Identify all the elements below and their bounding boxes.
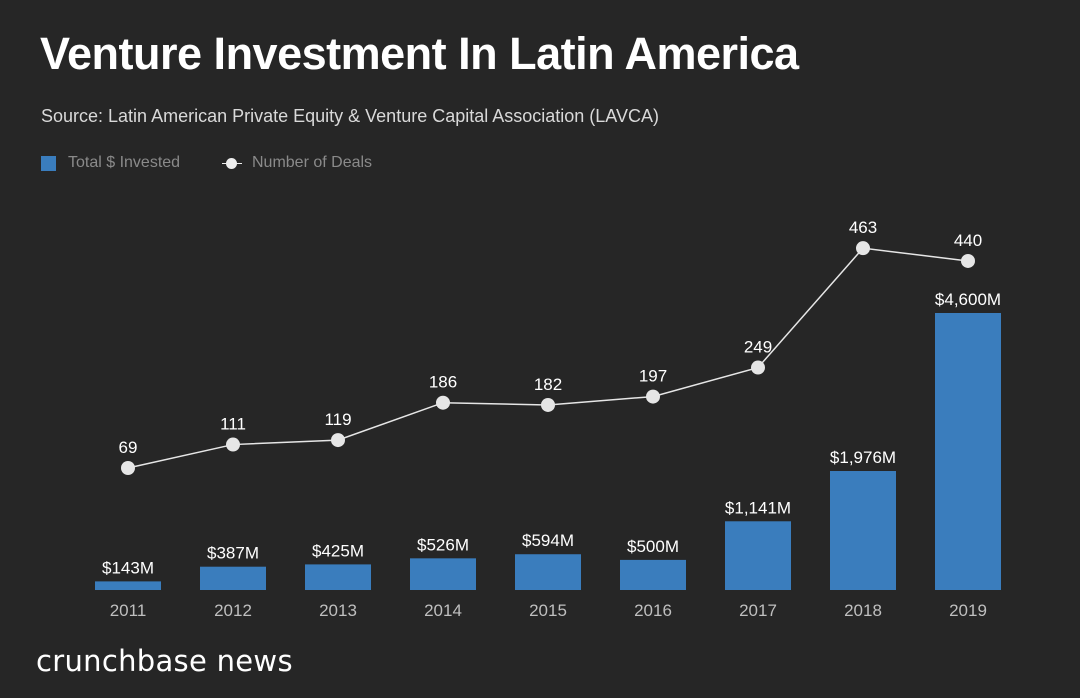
bar-data-label: $1,976M bbox=[830, 448, 896, 467]
bar-data-label: $425M bbox=[312, 541, 364, 560]
legend-bar-swatch bbox=[41, 155, 56, 171]
bar bbox=[935, 313, 1001, 590]
bar-data-label: $1,141M bbox=[725, 498, 791, 517]
deals-data-label: 111 bbox=[220, 415, 246, 434]
deals-data-label: 463 bbox=[849, 218, 877, 237]
deals-point bbox=[436, 395, 450, 410]
deals-data-label: 119 bbox=[324, 410, 351, 429]
x-tick-label: 2012 bbox=[214, 601, 252, 620]
brand-logo: crunchbase news bbox=[36, 644, 293, 678]
deals-point bbox=[646, 389, 660, 404]
deals-line bbox=[127, 247, 969, 469]
deals-data-label: 186 bbox=[429, 373, 457, 392]
deals-data-label: 182 bbox=[534, 375, 562, 394]
bar-data-label: $500M bbox=[627, 537, 679, 556]
legend-item-number-of-deals: Number of Deals bbox=[222, 154, 372, 172]
deals-point bbox=[751, 360, 765, 375]
x-tick-label: 2014 bbox=[424, 601, 462, 620]
bar bbox=[305, 564, 371, 590]
bar bbox=[410, 558, 476, 590]
deals-point bbox=[121, 460, 135, 475]
bar-data-label: $526M bbox=[417, 535, 469, 554]
deals-point bbox=[331, 433, 345, 448]
x-tick-label: 2018 bbox=[844, 601, 882, 620]
legend-item-total-invested: Total $ Invested bbox=[41, 154, 180, 172]
legend-label: Number of Deals bbox=[252, 154, 373, 171]
deals-point bbox=[961, 253, 975, 268]
bar bbox=[620, 559, 686, 590]
deals-data-label: 440 bbox=[954, 231, 982, 250]
x-tick-label: 2017 bbox=[739, 601, 777, 620]
bar-data-label: $387M bbox=[207, 544, 259, 563]
legend-line-swatch bbox=[222, 156, 242, 171]
deals-data-label: 69 bbox=[119, 438, 138, 457]
bar-data-label: $594M bbox=[522, 531, 574, 550]
x-tick-label: 2019 bbox=[949, 601, 987, 620]
bar-data-label: $4,600M bbox=[935, 290, 1001, 309]
legend-label: Total $ Invested bbox=[68, 154, 181, 171]
chart-subtitle: Source: Latin American Private Equity & … bbox=[41, 106, 659, 126]
deals-data-label: 249 bbox=[744, 338, 772, 357]
x-tick-label: 2013 bbox=[319, 601, 357, 620]
bar bbox=[515, 554, 581, 590]
deals-point bbox=[226, 437, 240, 452]
bar bbox=[200, 566, 266, 590]
bar bbox=[830, 471, 896, 590]
x-tick-label: 2015 bbox=[529, 601, 567, 620]
bar bbox=[95, 581, 161, 590]
deals-point bbox=[856, 241, 870, 256]
x-tick-label: 2016 bbox=[634, 601, 672, 620]
x-tick-label: 2011 bbox=[110, 601, 147, 620]
deals-point bbox=[541, 397, 555, 412]
bar bbox=[725, 521, 791, 590]
deals-data-label: 197 bbox=[639, 367, 667, 386]
bar-data-label: $143M bbox=[102, 558, 154, 577]
chart-title: Venture Investment In Latin America bbox=[40, 28, 799, 79]
